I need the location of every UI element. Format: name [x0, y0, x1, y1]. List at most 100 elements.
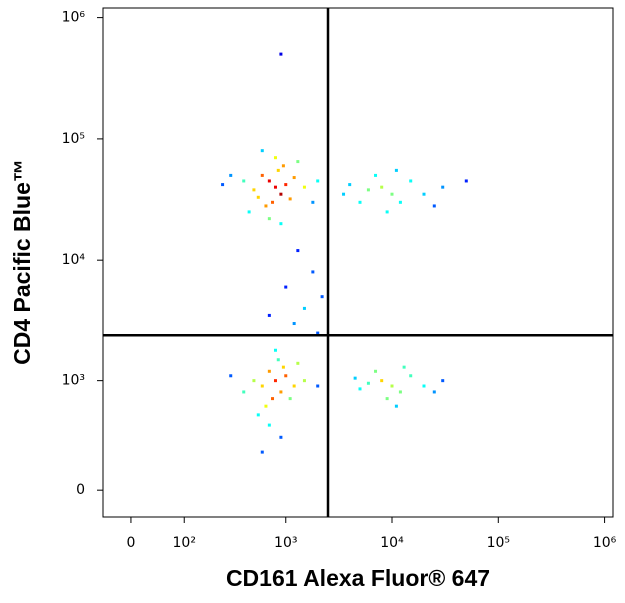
point: [316, 384, 320, 388]
point: [353, 376, 357, 380]
point: [267, 369, 271, 373]
point: [358, 200, 362, 204]
point: [292, 384, 296, 388]
point: [279, 192, 283, 196]
point: [242, 390, 246, 394]
point: [284, 285, 288, 289]
y-tick-label: 10⁴: [62, 252, 86, 268]
x-tick-label: 10⁶: [593, 535, 617, 551]
point: [316, 331, 320, 335]
point: [264, 204, 268, 208]
point: [281, 365, 285, 369]
point: [271, 397, 275, 401]
point: [385, 397, 389, 401]
point: [242, 179, 246, 183]
point: [273, 185, 277, 189]
point: [247, 210, 251, 214]
point: [279, 435, 283, 439]
point: [342, 192, 346, 196]
point: [267, 179, 271, 183]
point: [260, 149, 264, 153]
point: [267, 423, 271, 427]
point: [366, 381, 370, 385]
point: [380, 379, 384, 383]
y-axis-title: CD4 Pacific Blue™: [9, 159, 35, 365]
y-tick-label: 10³: [62, 373, 85, 389]
point: [441, 379, 445, 383]
point: [279, 52, 283, 56]
point: [279, 222, 283, 226]
point: [311, 200, 315, 204]
point: [229, 173, 233, 177]
x-tick-label: 10⁵: [487, 535, 510, 551]
point: [284, 374, 288, 378]
point: [374, 173, 378, 177]
point: [422, 192, 426, 196]
point: [256, 195, 260, 199]
point: [284, 183, 288, 187]
x-tick-label: 10³: [274, 535, 297, 551]
point: [273, 156, 277, 160]
point: [260, 450, 264, 454]
x-axis-title: CD161 Alexa Fluor® 647: [226, 565, 490, 591]
y-tick-label: 10⁵: [62, 131, 85, 147]
point: [273, 379, 277, 383]
point: [296, 361, 300, 365]
point: [267, 217, 271, 221]
point: [394, 168, 398, 172]
y-tick-label: 10⁶: [62, 10, 86, 26]
point: [409, 374, 413, 378]
point: [229, 374, 233, 378]
point: [288, 197, 292, 201]
point: [398, 390, 402, 394]
x-tick-label: 0: [126, 535, 135, 551]
point: [264, 404, 268, 408]
point: [422, 384, 426, 388]
point: [260, 384, 264, 388]
point: [296, 249, 300, 253]
point: [276, 358, 280, 362]
x-tick-label: 10²: [173, 535, 196, 551]
point: [348, 183, 352, 187]
point: [276, 168, 280, 172]
point: [273, 348, 277, 352]
point: [380, 185, 384, 189]
point: [394, 404, 398, 408]
plot-frame: [102, 7, 614, 518]
point: [302, 306, 306, 310]
point: [252, 379, 256, 383]
points: [221, 52, 468, 454]
point: [398, 200, 402, 204]
point: [311, 270, 315, 274]
point: [402, 365, 406, 369]
point: [302, 185, 306, 189]
point: [432, 204, 436, 208]
point: [390, 384, 394, 388]
y-tick-label: 0: [76, 482, 85, 498]
point: [320, 295, 324, 299]
point: [366, 188, 370, 192]
point: [302, 379, 306, 383]
point: [260, 173, 264, 177]
point: [316, 179, 320, 183]
point: [374, 369, 378, 373]
point: [441, 185, 445, 189]
point: [252, 188, 256, 192]
point: [221, 183, 225, 187]
point: [292, 176, 296, 180]
point: [281, 164, 285, 168]
x-tick-label: 10⁴: [380, 535, 404, 551]
point: [385, 210, 389, 214]
point: [256, 413, 260, 417]
point: [409, 179, 413, 183]
point: [390, 192, 394, 196]
point: [279, 390, 283, 394]
point: [358, 387, 362, 391]
point: [267, 313, 271, 317]
point: [271, 200, 275, 204]
point: [432, 390, 436, 394]
point: [296, 160, 300, 164]
point: [288, 397, 292, 401]
point: [464, 179, 468, 183]
